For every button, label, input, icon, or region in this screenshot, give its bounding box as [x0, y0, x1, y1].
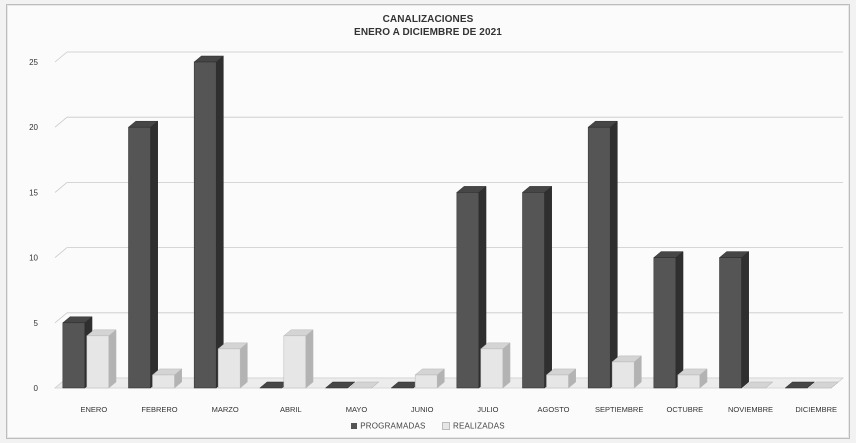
- bar-front: [719, 257, 742, 389]
- x-tick-label: NOVIEMBRE: [728, 405, 773, 414]
- bar-programadas-marzo: [193, 55, 225, 389]
- x-tick-label: FEBRERO: [141, 405, 177, 414]
- y-tick-label: 10: [29, 254, 38, 263]
- bar-side: [305, 329, 314, 389]
- bar-front: [587, 126, 611, 389]
- bar-front: [193, 61, 217, 389]
- bar-realizadas-diciembre: [808, 381, 840, 389]
- bar-realizadas-enero: [86, 329, 117, 389]
- bar-top: [324, 381, 356, 389]
- bar-front: [414, 374, 438, 389]
- gridline-diagonal: [54, 51, 68, 63]
- bar-side: [215, 55, 224, 389]
- chart-subtitle: ENERO A DICIEMBRE DE 2021: [354, 27, 502, 38]
- legend-label-programadas: PROGRAMADAS: [360, 421, 426, 431]
- bar-programadas-diciembre: [784, 381, 816, 389]
- bar-top: [784, 381, 816, 389]
- bar-realizadas-marzo: [217, 342, 249, 389]
- y-tick-label: 15: [29, 188, 38, 197]
- bar-realizadas-febrero: [151, 368, 183, 389]
- bar-front: [217, 348, 241, 389]
- x-tick-label: MAYO: [346, 405, 368, 414]
- bar-side: [150, 120, 158, 389]
- bar-side: [675, 251, 684, 389]
- x-tick-label: MARZO: [212, 405, 239, 414]
- bar-top: [742, 381, 774, 389]
- x-tick-label: JULIO: [477, 405, 498, 414]
- y-tick-labels: 0 5 10 15 20 25: [29, 58, 38, 393]
- gridline-diagonal: [54, 247, 68, 258]
- bar-front: [546, 374, 569, 389]
- x-tick-label: SEPTIEMBRE: [595, 405, 643, 414]
- bar-realizadas-agosto: [545, 368, 577, 389]
- gridline-diagonal: [54, 182, 68, 193]
- bar-programadas-febrero: [127, 120, 159, 389]
- x-tick-label: OCTUBRE: [666, 405, 703, 414]
- x-tick-label: ENERO: [80, 405, 107, 414]
- bar-realizadas-mayo: [348, 381, 380, 389]
- y-tick-label: 0: [34, 384, 39, 393]
- bar-realizadas-octubre: [677, 368, 708, 389]
- legend-swatch-realizadas: [441, 422, 450, 431]
- bar-front: [283, 335, 307, 389]
- y-tick-label: 20: [29, 123, 38, 132]
- x-tick-label: DICIEMBRE: [795, 405, 837, 414]
- bar-programadas-noviembre: [718, 251, 750, 389]
- legend-swatch-programadas: [351, 423, 358, 430]
- x-tick-label: AGOSTO: [538, 405, 570, 414]
- bar-programadas-octubre: [653, 251, 684, 389]
- x-tick-labels: ENERO FEBRERO MARZO ABRIL MAYO JUNIO JULIO AGOS…: [80, 405, 837, 414]
- bar-front: [611, 361, 635, 389]
- bar-realizadas-noviembre: [742, 381, 774, 389]
- legend-item-realizadas: REALIZADAS: [441, 421, 505, 431]
- bar-front: [677, 374, 701, 389]
- bar-side: [108, 329, 117, 389]
- bar-realizadas-julio: [480, 342, 511, 389]
- bar-side: [502, 342, 511, 389]
- bar-front: [522, 192, 545, 389]
- gridline-diagonal: [54, 312, 68, 324]
- bar-programadas-julio: [456, 185, 487, 389]
- bar-programadas-mayo: [324, 381, 356, 389]
- bar-realizadas-abril: [283, 329, 314, 389]
- x-tick-label: JUNIO: [411, 405, 434, 414]
- bar-programadas-septiembre: [587, 120, 619, 389]
- bar-programadas-agosto: [521, 185, 553, 389]
- bars: [62, 55, 840, 389]
- bar-front: [86, 335, 110, 389]
- bar-top: [808, 381, 840, 389]
- x-tick-label: ABRIL: [280, 405, 302, 414]
- chart-title: CANALIZACIONES: [382, 14, 474, 25]
- legend: PROGRAMADAS REALIZADAS: [0, 421, 856, 431]
- bar-front: [456, 192, 480, 389]
- bar-side: [239, 342, 248, 389]
- bar-realizadas-septiembre: [611, 355, 643, 389]
- bar-front: [62, 322, 86, 389]
- bar-front: [480, 348, 504, 389]
- y-tick-label: 25: [29, 58, 38, 67]
- bar-side: [741, 251, 749, 389]
- bar-front: [653, 257, 677, 389]
- y-tick-label: 5: [34, 319, 39, 328]
- legend-item-programadas: PROGRAMADAS: [351, 421, 426, 431]
- bar-side: [609, 120, 618, 389]
- legend-label-realizadas: REALIZADAS: [452, 421, 505, 431]
- bar-top: [348, 381, 380, 389]
- bar-front: [152, 374, 175, 389]
- bar-side: [544, 185, 552, 389]
- bar-realizadas-junio: [414, 368, 446, 389]
- gridline-diagonal: [54, 116, 68, 128]
- bar-front: [128, 126, 151, 389]
